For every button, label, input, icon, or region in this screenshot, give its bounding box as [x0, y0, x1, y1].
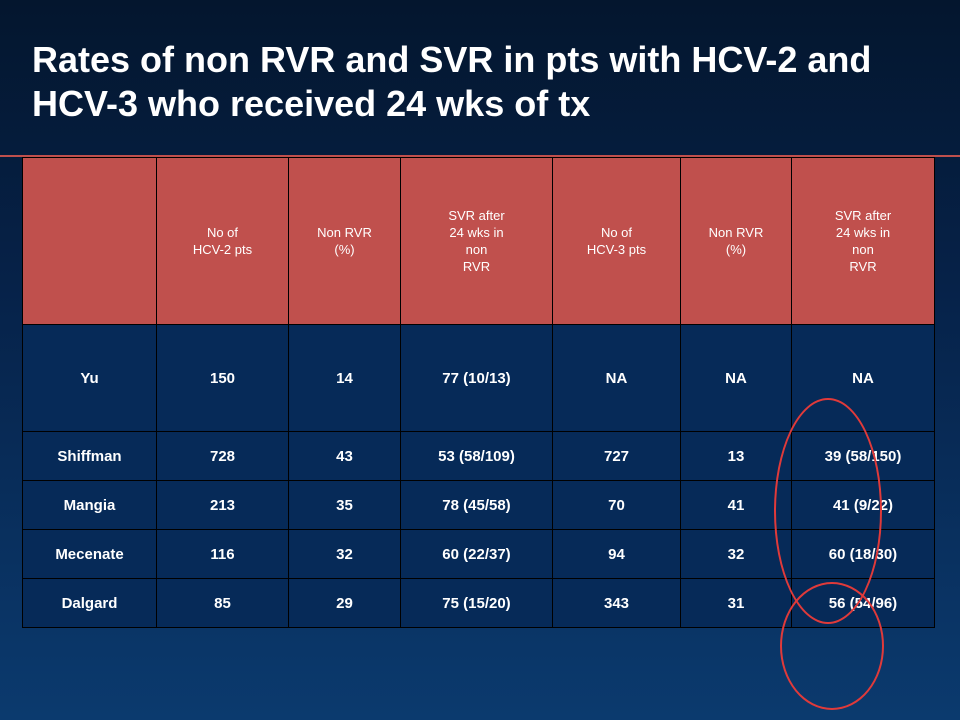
annotation-circle-lower — [780, 582, 884, 710]
hcv3-nonrvr-cell: NA — [680, 324, 792, 432]
header-cell-hcv2-pts: No of HCV-2 pts — [156, 157, 289, 325]
hcv3-pts-cell: NA — [552, 324, 681, 432]
hcv3-pts-cell: 343 — [552, 578, 681, 628]
hcv2-pts-cell: 116 — [156, 529, 289, 579]
study-name-cell: Mecenate — [22, 529, 157, 579]
results-table: No of HCV-2 pts Non RVR (%) SVR after 24… — [22, 157, 935, 628]
hcv2-svr-cell: 75 (15/20) — [400, 578, 553, 628]
study-name-cell: Mangia — [22, 480, 157, 530]
hcv2-svr-cell: 78 (45/58) — [400, 480, 553, 530]
study-name-cell: Shiffman — [22, 431, 157, 481]
header-row: No of HCV-2 pts Non RVR (%) SVR after 24… — [22, 157, 935, 325]
hcv2-pts-cell: 728 — [156, 431, 289, 481]
hcv2-pts-cell: 85 — [156, 578, 289, 628]
hcv2-svr-cell: 53 (58/109) — [400, 431, 553, 481]
hcv2-nonrvr-cell: 14 — [288, 324, 401, 432]
hcv3-nonrvr-cell: 31 — [680, 578, 792, 628]
hcv2-nonrvr-cell: 29 — [288, 578, 401, 628]
hcv2-svr-cell: 77 (10/13) — [400, 324, 553, 432]
hcv2-pts-cell: 150 — [156, 324, 289, 432]
slide-title: Rates of non RVR and SVR in pts with HCV… — [32, 39, 872, 124]
title-divider — [0, 155, 960, 157]
header-cell-hcv2-svr: SVR after 24 wks in non RVR — [400, 157, 553, 325]
hcv2-pts-cell: 213 — [156, 480, 289, 530]
header-cell-hcv3-svr: SVR after 24 wks in non RVR — [791, 157, 935, 325]
hcv2-nonrvr-cell: 32 — [288, 529, 401, 579]
hcv3-nonrvr-cell: 41 — [680, 480, 792, 530]
hcv3-pts-cell: 94 — [552, 529, 681, 579]
header-cell-hcv3-pts: No of HCV-3 pts — [552, 157, 681, 325]
header-cell-hcv3-nonrvr: Non RVR (%) — [680, 157, 792, 325]
hcv3-nonrvr-cell: 13 — [680, 431, 792, 481]
study-name-cell: Yu — [22, 324, 157, 432]
study-name-cell: Dalgard — [22, 578, 157, 628]
hcv2-nonrvr-cell: 43 — [288, 431, 401, 481]
header-cell-blank — [22, 157, 157, 325]
hcv2-svr-cell: 60 (22/37) — [400, 529, 553, 579]
hcv3-pts-cell: 727 — [552, 431, 681, 481]
hcv2-nonrvr-cell: 35 — [288, 480, 401, 530]
header-cell-hcv2-nonrvr: Non RVR (%) — [288, 157, 401, 325]
hcv3-pts-cell: 70 — [552, 480, 681, 530]
